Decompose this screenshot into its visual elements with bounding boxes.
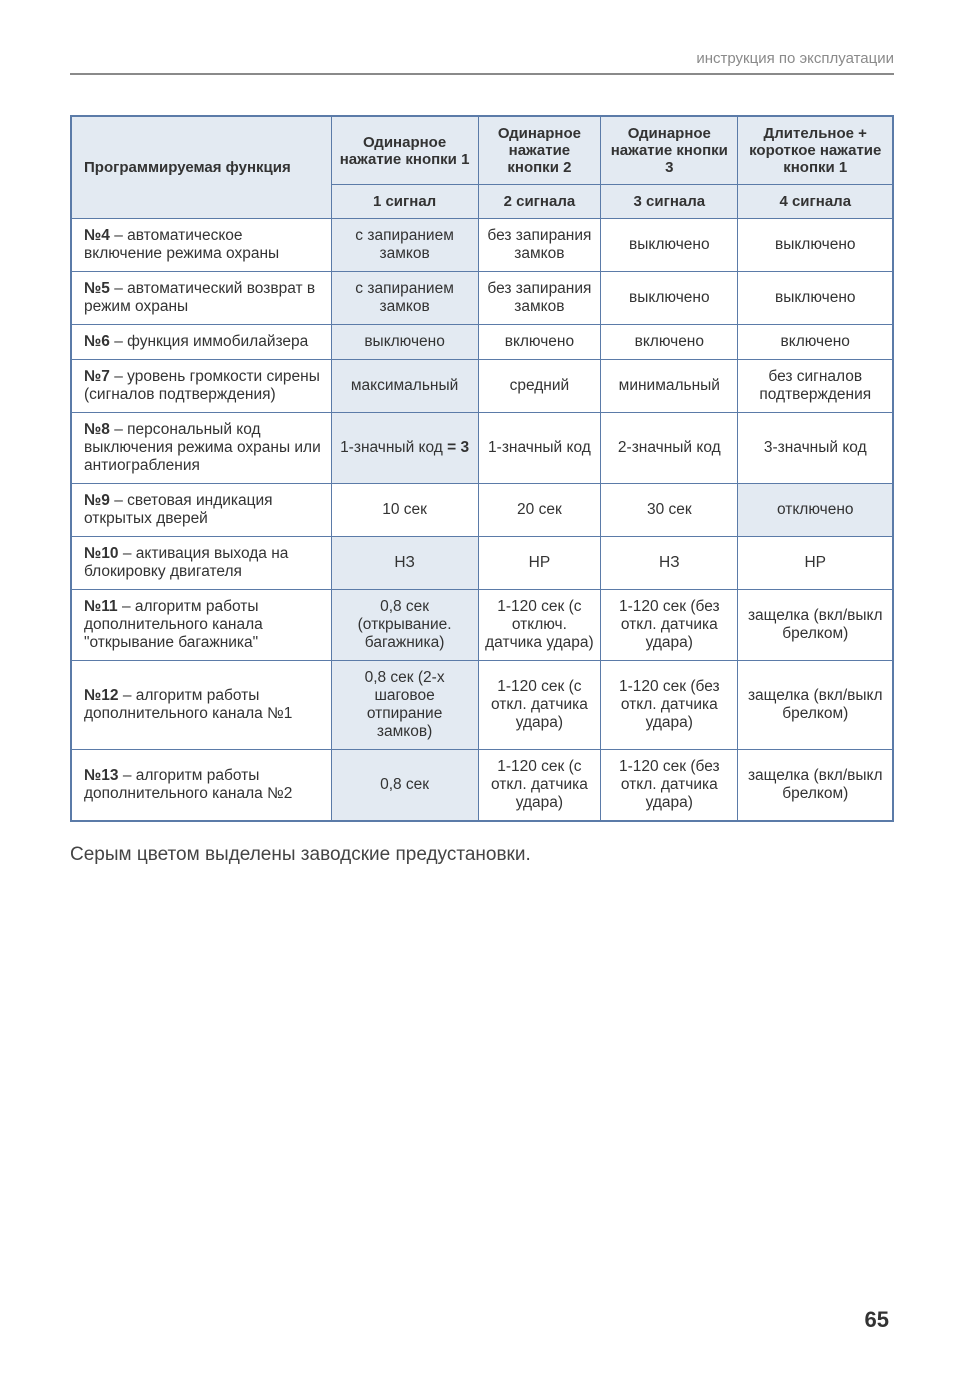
table-cell: минимальный (601, 360, 738, 413)
col-header-btn2: Одинарное нажатие кнопки 2 (478, 116, 600, 185)
row-label: №7 – уровень громкости сирены (сигналов … (71, 360, 331, 413)
table-cell: выключено (738, 272, 893, 325)
table-cell: с запиранием замков (331, 219, 478, 272)
table-row: №11 – алгоритм работы дополнительного ка… (71, 590, 893, 661)
row-label: №9 – световая индикация открытых дверей (71, 484, 331, 537)
row-label: №10 – активация выхода на блокировку дви… (71, 537, 331, 590)
header-rule (70, 73, 894, 75)
signal-2: 2 сигнала (478, 185, 600, 219)
table-cell: 0,8 сек (открывание. багажника) (331, 590, 478, 661)
table-cell: без сигналов подтверждения (738, 360, 893, 413)
table-row: №7 – уровень громкости сирены (сигналов … (71, 360, 893, 413)
table-cell: средний (478, 360, 600, 413)
col-header-btn1: Одинарное нажатие кнопки 1 (331, 116, 478, 185)
table-cell: 1-120 сек (без откл. датчика удара) (601, 590, 738, 661)
table-cell: без запирания замков (478, 272, 600, 325)
table-cell: 1-значный код = 3 (331, 413, 478, 484)
table-cell: включено (738, 325, 893, 360)
table-cell: 0,8 сек (2-х шаговое отпирание замков) (331, 661, 478, 750)
footnote: Серым цветом выделены заводские предуста… (70, 844, 894, 866)
table-row: №6 – функция иммобилайзеравыключеновключ… (71, 325, 893, 360)
table-cell: защелка (вкл/выкл брелком) (738, 590, 893, 661)
col-header-longshort: Длительное + короткое нажатие кнопки 1 (738, 116, 893, 185)
table-cell: отключено (738, 484, 893, 537)
col-header-btn3: Одинарное нажатие кнопки 3 (601, 116, 738, 185)
row-label: №12 – алгоритм работы дополнительного ка… (71, 661, 331, 750)
header-row-1: Программируемая функция Одинарное нажати… (71, 116, 893, 185)
table-cell: включено (601, 325, 738, 360)
table-cell: 1-120 сек (с откл. датчика удара) (478, 661, 600, 750)
col-header-function: Программируемая функция (71, 116, 331, 219)
table-cell: выключено (601, 219, 738, 272)
table-row: №8 – персональный код выключения режима … (71, 413, 893, 484)
table-cell: выключено (331, 325, 478, 360)
page-header: инструкция по эксплуатации (70, 50, 894, 67)
table-cell: 1-значный код (478, 413, 600, 484)
table-cell: с запиранием замков (331, 272, 478, 325)
table-cell: НЗ (331, 537, 478, 590)
table-row: №9 – световая индикация открытых дверей1… (71, 484, 893, 537)
table-cell: без запирания замков (478, 219, 600, 272)
row-label: №5 – автоматический возврат в режим охра… (71, 272, 331, 325)
row-label: №6 – функция иммобилайзера (71, 325, 331, 360)
table-cell: защелка (вкл/выкл брелком) (738, 661, 893, 750)
table-row: №13 – алгоритм работы дополнительного ка… (71, 750, 893, 822)
table-cell: НР (738, 537, 893, 590)
table-cell: выключено (601, 272, 738, 325)
table-row: №10 – активация выхода на блокировку дви… (71, 537, 893, 590)
table-row: №4 – автоматическое включение режима охр… (71, 219, 893, 272)
table-cell: защелка (вкл/выкл брелком) (738, 750, 893, 822)
functions-table: Программируемая функция Одинарное нажати… (70, 115, 894, 822)
row-label: №13 – алгоритм работы дополнительного ка… (71, 750, 331, 822)
table-cell: 1-120 сек (без откл. датчика удара) (601, 661, 738, 750)
table-cell: включено (478, 325, 600, 360)
table-row: №5 – автоматический возврат в режим охра… (71, 272, 893, 325)
table-cell: выключено (738, 219, 893, 272)
table-row: №12 – алгоритм работы дополнительного ка… (71, 661, 893, 750)
table-cell: 10 сек (331, 484, 478, 537)
row-label: №8 – персональный код выключения режима … (71, 413, 331, 484)
signal-1: 1 сигнал (331, 185, 478, 219)
row-label: №4 – автоматическое включение режима охр… (71, 219, 331, 272)
table-cell: 1-120 сек (без откл. датчика удара) (601, 750, 738, 822)
table-cell: максимальный (331, 360, 478, 413)
table-cell: 1-120 сек (с отключ. датчика удара) (478, 590, 600, 661)
signal-4: 4 сигнала (738, 185, 893, 219)
table-cell: НР (478, 537, 600, 590)
table-cell: НЗ (601, 537, 738, 590)
page-number: 65 (865, 1307, 889, 1333)
row-label: №11 – алгоритм работы дополнительного ка… (71, 590, 331, 661)
table-cell: 2-значный код (601, 413, 738, 484)
signal-3: 3 сигнала (601, 185, 738, 219)
table-cell: 0,8 сек (331, 750, 478, 822)
table-cell: 1-120 сек (с откл. датчика удара) (478, 750, 600, 822)
table-cell: 3-значный код (738, 413, 893, 484)
table-cell: 30 сек (601, 484, 738, 537)
table-body: №4 – автоматическое включение режима охр… (71, 219, 893, 822)
table-cell: 20 сек (478, 484, 600, 537)
